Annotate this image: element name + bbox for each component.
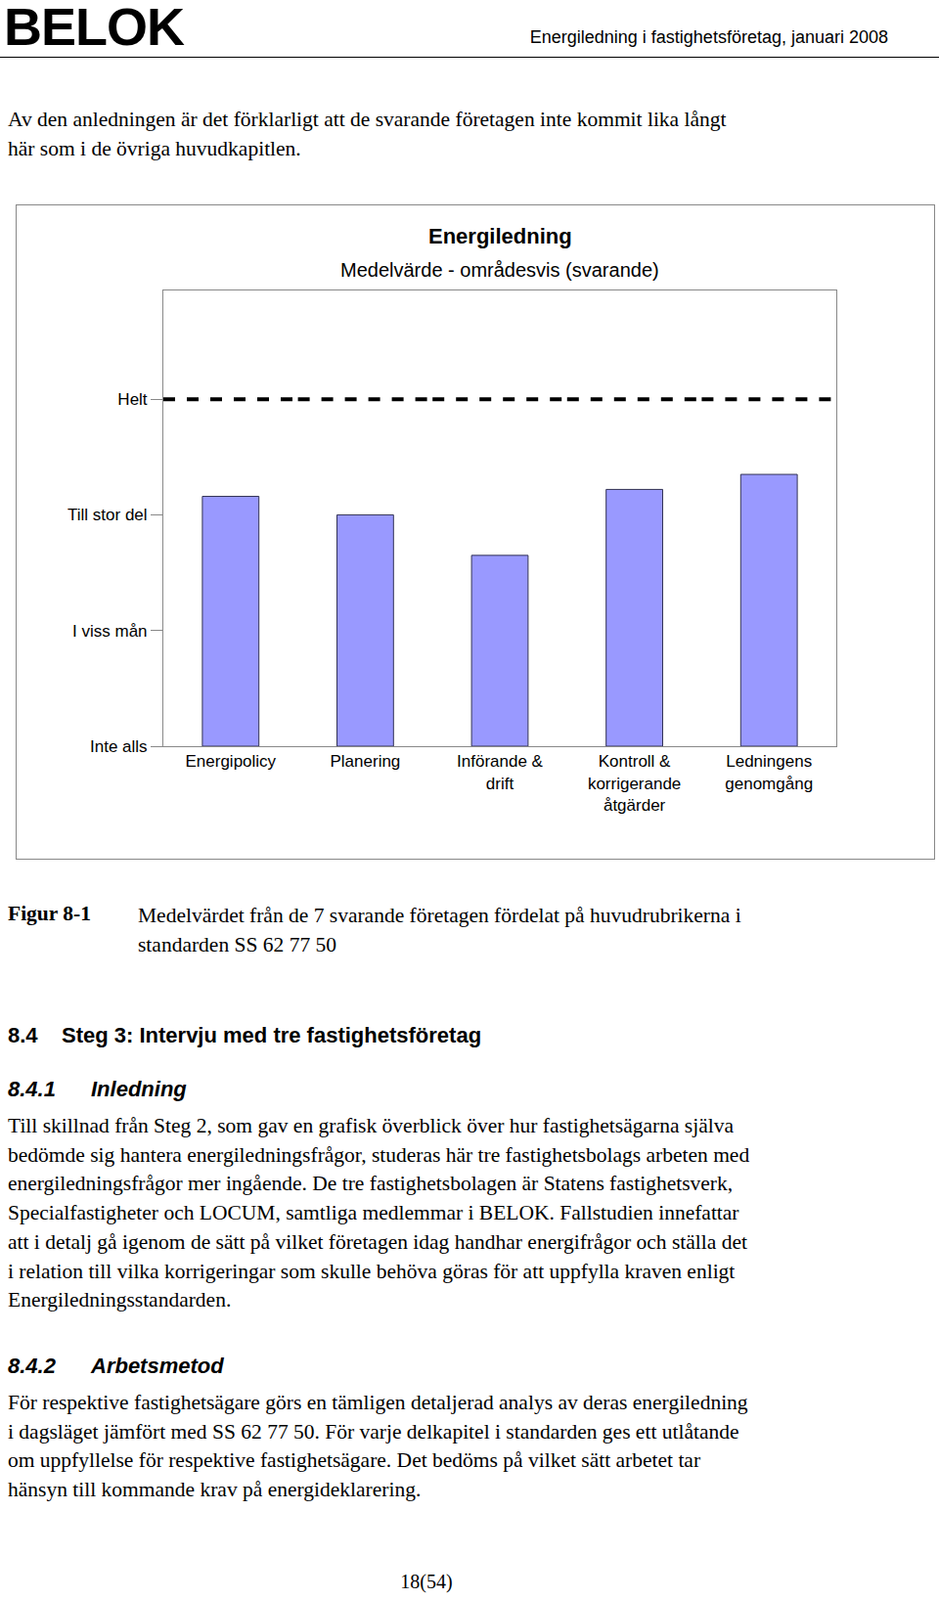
html-text:Till skillnad från Steg 2, som: Till skillnad från Steg 2, som gav en gr… (7, 1114, 734, 1138)
html-text:8.4.2: 8.4.2 (7, 1353, 56, 1379)
html-text:Specialfastigheter och LOCUM,: Specialfastigheter och LOCUM, samtliga m… (7, 1201, 739, 1225)
html-text:Inledning: Inledning (90, 1076, 187, 1102)
html-text:standarden SS 62 77 50: standarden SS 62 77 50 (137, 932, 337, 957)
html-text:att i detalj gå igenom de sätt: att i detalj gå igenom de sätt på vilket… (7, 1230, 748, 1254)
html-text:Steg 3: Intervju med tre fasti: Steg 3: Intervju med tre fastighetsföret… (61, 1023, 482, 1048)
html-text:8.4.1: 8.4.1 (7, 1076, 56, 1102)
html-text:Energiledning i fastighetsföre: Energiledning i fastighetsföretag, janua… (529, 27, 889, 47)
svg-text:Medelvärde - områdesvis (svara: Medelvärde - områdesvis (svarande) (340, 259, 660, 281)
html-text:Medelvärdet från de 7 svarande: Medelvärdet från de 7 svarande företagen… (137, 903, 742, 928)
html-text:om uppfyllelse för respektive: om uppfyllelse för respektive fastighets… (7, 1448, 701, 1473)
html-text:bedömde sig hantera energiledn: bedömde sig hantera energiledningsfrågor… (7, 1143, 750, 1167)
html-text:18(54): 18(54) (400, 1570, 453, 1593)
html-text:här som i de övriga huvudkapit: här som i de övriga huvudkapitlen. (7, 136, 302, 161)
html-text:hänsyn till kommande krav på e: hänsyn till kommande krav på energidekla… (7, 1478, 421, 1502)
html-text:i dagsläget jämfört med SS 62: i dagsläget jämfört med SS 62 77 50. För… (7, 1419, 739, 1444)
html-text:För respektive fastighetsägare: För respektive fastighetsägare görs en t… (7, 1390, 748, 1415)
svg-text:Till stor del: Till stor del (67, 505, 148, 525)
svg-text:Helt: Helt (117, 390, 148, 409)
html-text:Figur 8-1: Figur 8-1 (7, 901, 91, 926)
svg-text:Inte alls: Inte alls (89, 737, 148, 757)
html-text:8.4: 8.4 (7, 1023, 38, 1048)
html-text:i relation till vilka korriger: i relation till vilka korrigeringar som … (7, 1259, 735, 1283)
html-text:Av den anledningen är det förk: Av den anledningen är det förklarligt at… (7, 107, 727, 132)
html-text:Arbetsmetod: Arbetsmetod (90, 1353, 224, 1379)
svg-text:Införande &drift: Införande &drift (456, 752, 544, 793)
svg-text:I viss mån: I viss mån (72, 622, 148, 641)
svg-text:Planering: Planering (329, 752, 401, 771)
svg-text:Kontroll &korrigerandeåtgärder: Kontroll &korrigerandeåtgärder (587, 752, 681, 814)
svg-text:Energipolicy: Energipolicy (184, 752, 276, 771)
html-text:Energiledningsstandarden.: Energiledningsstandarden. (7, 1288, 232, 1312)
html-text:energiledningsfrågor mer ingåe: energiledningsfrågor mer ingående. De tr… (7, 1172, 733, 1196)
svg-text:Ledningensgenomgång: Ledningensgenomgång (724, 752, 813, 793)
svg-text:Energiledning: Energiledning (428, 223, 573, 249)
